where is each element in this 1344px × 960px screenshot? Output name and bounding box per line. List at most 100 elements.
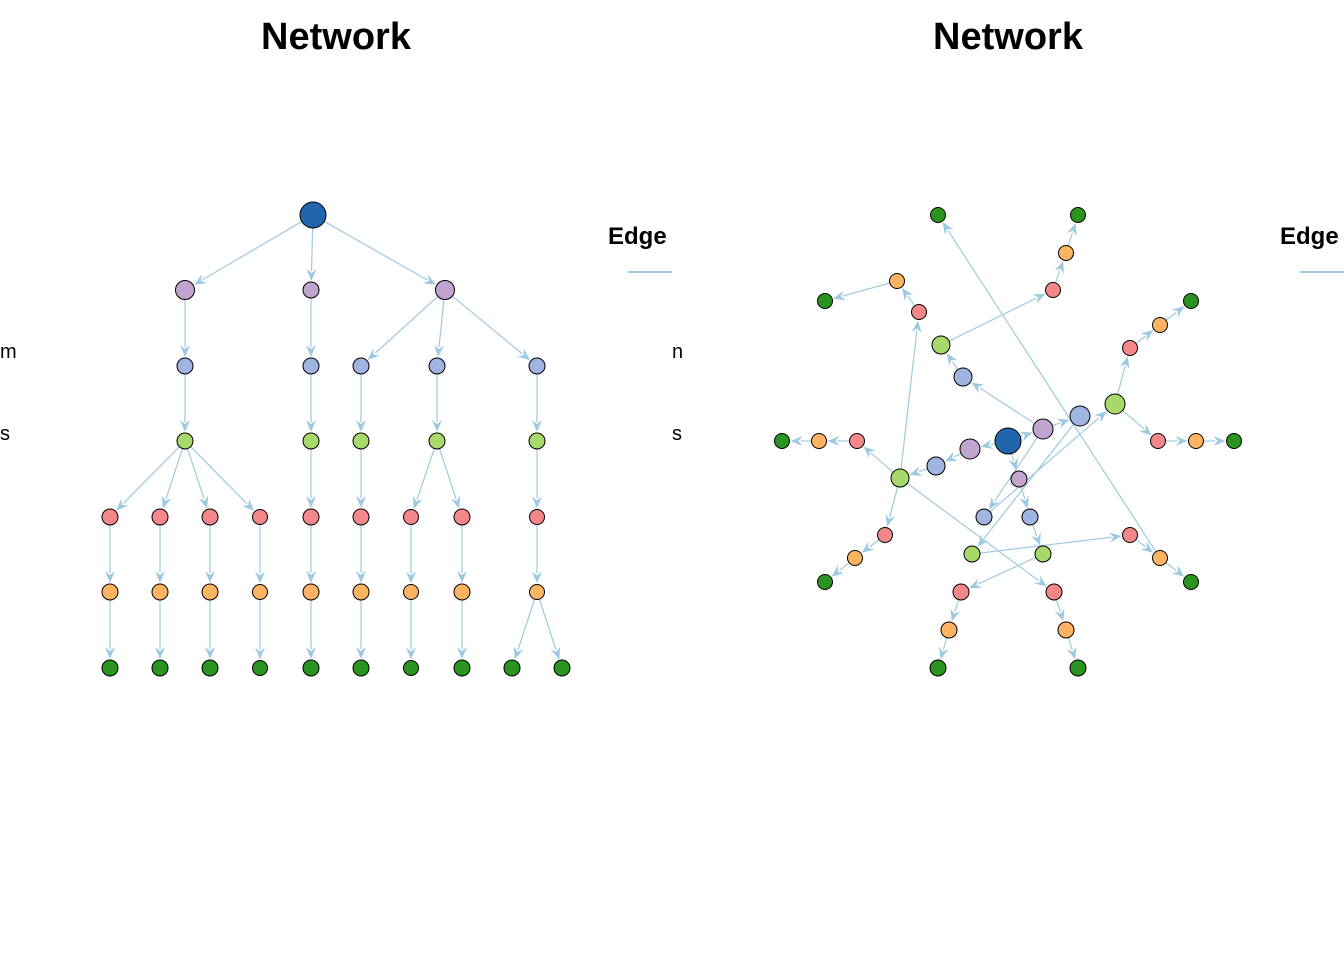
node-n10[interactable] xyxy=(302,432,320,450)
node-n21[interactable] xyxy=(453,508,471,526)
node-n1[interactable] xyxy=(175,280,195,300)
node-n20[interactable] xyxy=(403,509,419,525)
node-n25[interactable] xyxy=(1057,621,1075,639)
node-n1[interactable] xyxy=(959,438,981,460)
node-n37[interactable] xyxy=(352,659,370,677)
node-n2[interactable] xyxy=(302,281,320,299)
node-n13[interactable] xyxy=(528,432,546,450)
node-n39[interactable] xyxy=(1226,433,1242,449)
node-n7[interactable] xyxy=(975,508,993,526)
node-n31[interactable] xyxy=(529,584,545,600)
node-n12[interactable] xyxy=(428,432,446,450)
edge-arrowhead xyxy=(950,608,961,622)
node-n39[interactable] xyxy=(453,659,471,677)
edge-arrowhead xyxy=(1008,457,1018,471)
node-n5[interactable] xyxy=(302,357,320,375)
node-n6[interactable] xyxy=(953,367,973,387)
node-n36[interactable] xyxy=(302,659,320,677)
node-n18[interactable] xyxy=(302,508,320,526)
node-n36[interactable] xyxy=(929,659,947,677)
edge-arrowhead xyxy=(1054,261,1064,274)
node-n0[interactable] xyxy=(994,427,1022,455)
node-n14[interactable] xyxy=(101,508,119,526)
node-n25[interactable] xyxy=(201,583,219,601)
node-n29[interactable] xyxy=(403,584,419,600)
node-n19[interactable] xyxy=(352,508,370,526)
edge-arrowhead xyxy=(532,571,542,584)
node-n38[interactable] xyxy=(1183,293,1199,309)
node-n24[interactable] xyxy=(847,550,863,566)
edge-arrowhead xyxy=(457,571,467,583)
node-n12[interactable] xyxy=(1104,393,1126,415)
node-n19[interactable] xyxy=(1045,282,1061,298)
edge-arrowhead xyxy=(1139,423,1152,436)
node-n7[interactable] xyxy=(428,357,446,375)
node-n28[interactable] xyxy=(1058,245,1074,261)
node-n20[interactable] xyxy=(1122,340,1138,356)
node-n27[interactable] xyxy=(302,583,320,601)
node-n11[interactable] xyxy=(352,432,370,450)
node-n13[interactable] xyxy=(963,545,981,563)
node-n22[interactable] xyxy=(1122,527,1138,543)
node-n40[interactable] xyxy=(1183,574,1199,590)
node-n34[interactable] xyxy=(1069,659,1087,677)
node-n26[interactable] xyxy=(889,273,905,289)
node-n30[interactable] xyxy=(453,583,471,601)
edge-arrowhead xyxy=(971,382,985,394)
node-n32[interactable] xyxy=(101,659,119,677)
node-n4[interactable] xyxy=(926,456,946,476)
node-n31[interactable] xyxy=(1152,550,1168,566)
node-n9[interactable] xyxy=(890,468,910,488)
edge-n8-n13 xyxy=(983,423,1075,540)
node-n33[interactable] xyxy=(817,574,833,590)
node-n23[interactable] xyxy=(811,433,827,449)
panel-tree-layout: Network Edge m s xyxy=(0,16,672,677)
edge-n9-n15 xyxy=(165,448,184,500)
node-n8[interactable] xyxy=(528,357,546,375)
node-n41[interactable] xyxy=(553,659,571,677)
node-n21[interactable] xyxy=(1150,433,1166,449)
node-n38[interactable] xyxy=(403,660,419,676)
node-n16[interactable] xyxy=(201,508,219,526)
node-n14[interactable] xyxy=(849,433,865,449)
edge-arrowhead xyxy=(1171,565,1185,577)
node-n26[interactable] xyxy=(252,584,268,600)
node-n18[interactable] xyxy=(952,583,970,601)
node-n28[interactable] xyxy=(352,583,370,601)
node-n23[interactable] xyxy=(101,583,119,601)
node-n32[interactable] xyxy=(774,433,790,449)
node-n41[interactable] xyxy=(930,207,946,223)
node-n9[interactable] xyxy=(176,432,194,450)
node-n22[interactable] xyxy=(529,509,545,525)
node-n10[interactable] xyxy=(1034,545,1052,563)
node-n34[interactable] xyxy=(201,659,219,677)
node-n30[interactable] xyxy=(1188,433,1204,449)
edge-arrowhead xyxy=(180,420,190,432)
node-n0[interactable] xyxy=(299,201,327,229)
node-n16[interactable] xyxy=(1045,583,1063,601)
node-n15[interactable] xyxy=(151,508,169,526)
node-n4[interactable] xyxy=(176,357,194,375)
node-n6[interactable] xyxy=(352,357,370,375)
node-n11[interactable] xyxy=(931,335,951,355)
node-n17[interactable] xyxy=(252,509,268,525)
node-n2[interactable] xyxy=(1010,470,1028,488)
node-n5[interactable] xyxy=(1021,508,1039,526)
node-n35[interactable] xyxy=(252,660,268,676)
node-n15[interactable] xyxy=(877,527,893,543)
node-n8[interactable] xyxy=(1069,405,1091,427)
node-n24[interactable] xyxy=(151,583,169,601)
edge-arrowhead xyxy=(306,571,316,583)
node-n3[interactable] xyxy=(435,280,455,300)
node-n40[interactable] xyxy=(503,659,521,677)
node-n37[interactable] xyxy=(1070,207,1086,223)
node-n29[interactable] xyxy=(1152,317,1168,333)
node-n33[interactable] xyxy=(151,659,169,677)
node-n35[interactable] xyxy=(817,293,833,309)
node-n17[interactable] xyxy=(911,304,927,320)
edge-arrowhead xyxy=(450,495,461,509)
node-n27[interactable] xyxy=(940,621,958,639)
edge-arrowhead xyxy=(367,348,380,360)
nodes-layer xyxy=(101,201,571,677)
node-n3[interactable] xyxy=(1032,418,1054,440)
